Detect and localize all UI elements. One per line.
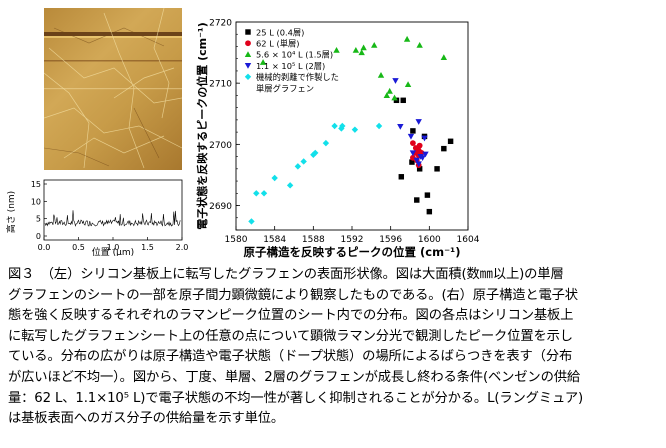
scatter-xtick-label: 1592 xyxy=(341,235,364,245)
figure-caption: 図３ （左）シリコン基板上に転写したグラフェンの表面形状像。図は大面積(数㎜以上… xyxy=(8,265,660,430)
data-point xyxy=(409,159,415,165)
legend-marker xyxy=(244,63,252,69)
data-point xyxy=(410,128,416,134)
afm-ytick-label: 15 xyxy=(31,180,41,189)
data-point xyxy=(414,197,420,203)
scatter-xtick-label: 1580 xyxy=(225,235,248,245)
data-point xyxy=(351,126,359,133)
data-point xyxy=(441,145,447,152)
data-point xyxy=(253,190,260,197)
caption-line: 態を強く反映するそれぞれのラマンピーク位置のシート内での分布。図の各点はシリコン… xyxy=(8,308,574,324)
scatter-xtick-label: 1588 xyxy=(302,235,325,245)
data-point xyxy=(422,151,429,158)
data-point xyxy=(322,139,330,147)
data-point xyxy=(371,42,378,48)
data-point xyxy=(294,163,302,170)
data-point xyxy=(400,97,406,104)
data-point xyxy=(300,158,307,165)
scatter-xlabel: 原子構造を反映するピークの位置 (cm⁻¹) xyxy=(244,245,461,259)
data-point xyxy=(397,124,404,130)
afm-xtick-label: 0.5 xyxy=(72,243,85,252)
height-trace xyxy=(44,210,181,227)
data-point xyxy=(383,92,390,98)
afm-ylabel: 高さ (nm) xyxy=(5,191,17,233)
afm-ytick-label: 10 xyxy=(31,197,41,206)
afm-xtick-label: 1.5 xyxy=(141,243,154,252)
data-point xyxy=(404,81,412,87)
scatter-ytick-label: 2720 xyxy=(209,19,232,29)
data-point xyxy=(360,44,367,51)
scatter-ytick-label: 2710 xyxy=(209,80,232,90)
scatter-xtick-label: 1584 xyxy=(263,235,286,245)
scatter-ylabel: 電子状態を反映するピークの位置 (cm⁻¹) xyxy=(195,22,209,230)
afm-xtick-label: 1.0 xyxy=(107,243,120,252)
data-point xyxy=(409,150,417,157)
afm-ytick-label: 5 xyxy=(36,215,41,224)
data-point xyxy=(413,157,420,164)
data-point xyxy=(312,149,319,157)
legend-marker xyxy=(245,40,251,47)
data-point xyxy=(403,35,411,42)
caption-line: は基板表面へのガス分子の供給量を示す単位。 xyxy=(8,411,285,427)
caption-line: 量：62 L、1.1×10⁵ L)で電子状態の不均一性が著しく抑制されることが分… xyxy=(8,390,584,406)
data-point xyxy=(377,72,385,78)
data-point xyxy=(410,140,416,147)
figure: 15 10 5 0 0.0 0.5 1.0 1.5 2.0 高さ (nm) 位置 (μm) 2… xyxy=(5,8,480,260)
data-point xyxy=(419,155,426,162)
afm-ytick-label: 0 xyxy=(36,232,41,241)
data-point xyxy=(415,161,422,168)
legend-label: 機械的剥離で作製した xyxy=(256,72,339,82)
data-point xyxy=(421,135,428,142)
data-point xyxy=(392,78,399,84)
data-point xyxy=(260,190,268,197)
legend-marker xyxy=(244,73,252,80)
afm-height-profile: 15 10 5 0 0.0 0.5 1.0 1.5 2.0 高さ (nm) 位置 (μm) xyxy=(5,179,189,256)
scatter-xtick-label: 1596 xyxy=(379,235,402,245)
caption-line: 図３ （左）シリコン基板上に転写したグラフェンの表面形状像。図は大面積(数㎜以上… xyxy=(8,267,564,282)
scatter-ytick-label: 2690 xyxy=(209,202,232,212)
data-point xyxy=(426,208,433,215)
legend-label: 25 L (0.4層) xyxy=(256,27,304,37)
caption-line: ている。分布の広がりは原子構造や電子状態（ドープ状態）の場所によるばらつきを表す… xyxy=(8,349,573,365)
scatter-ytick-label: 2700 xyxy=(209,141,232,151)
legend-label: 1.1 × 10⁵ L (2層) xyxy=(256,61,325,71)
data-point xyxy=(415,119,422,125)
caption-line: グラフェンのシートの一部を原子間力顕微鏡により観察したものである。(右）原子構造… xyxy=(8,287,578,303)
data-point xyxy=(352,46,360,53)
data-point xyxy=(333,46,340,53)
data-point xyxy=(375,122,383,130)
data-point xyxy=(407,133,415,140)
legend-marker xyxy=(245,29,251,35)
data-point xyxy=(331,122,338,130)
afm-xtick-label: 2.0 xyxy=(176,243,189,252)
afm-xtick-label: 0.0 xyxy=(38,243,51,252)
data-point xyxy=(440,54,448,61)
caption-line: が広いほど不均一）。図から、丁度、単層、2層のグラフェンが成長し終わる条件(ベン… xyxy=(8,369,581,385)
data-point xyxy=(248,218,255,225)
data-point xyxy=(386,87,393,94)
data-point xyxy=(424,192,431,198)
legend-label: 5.6 × 10⁴ L (1.5層) xyxy=(256,50,333,60)
afm-image xyxy=(44,8,182,170)
caption-line: に転写したグラフェンシート上の任意の点について顕微ラマン分光で観測したピーク位置… xyxy=(8,328,573,344)
scatter-xtick-label: 1604 xyxy=(457,235,480,245)
legend-marker xyxy=(244,51,252,57)
raman-scatter-plot: 2690 2700 2710 2720 1580 1584 1588 1592 1596 160… xyxy=(195,19,480,260)
data-point xyxy=(416,166,423,172)
data-point xyxy=(416,42,423,48)
data-point xyxy=(416,142,423,149)
data-point xyxy=(447,138,454,145)
afm-xlabel: 位置 (μm) xyxy=(92,246,134,256)
data-point xyxy=(358,49,365,56)
data-point xyxy=(286,182,294,189)
data-point xyxy=(391,94,398,101)
data-point xyxy=(339,122,346,130)
data-point xyxy=(434,166,440,172)
legend-label: 62 L (単層) xyxy=(256,39,300,49)
data-point xyxy=(271,174,278,182)
data-point xyxy=(398,174,405,180)
scatter-xtick-label: 1600 xyxy=(418,235,441,245)
legend-label: 単層グラフェン xyxy=(256,83,314,93)
data-point xyxy=(259,59,267,65)
